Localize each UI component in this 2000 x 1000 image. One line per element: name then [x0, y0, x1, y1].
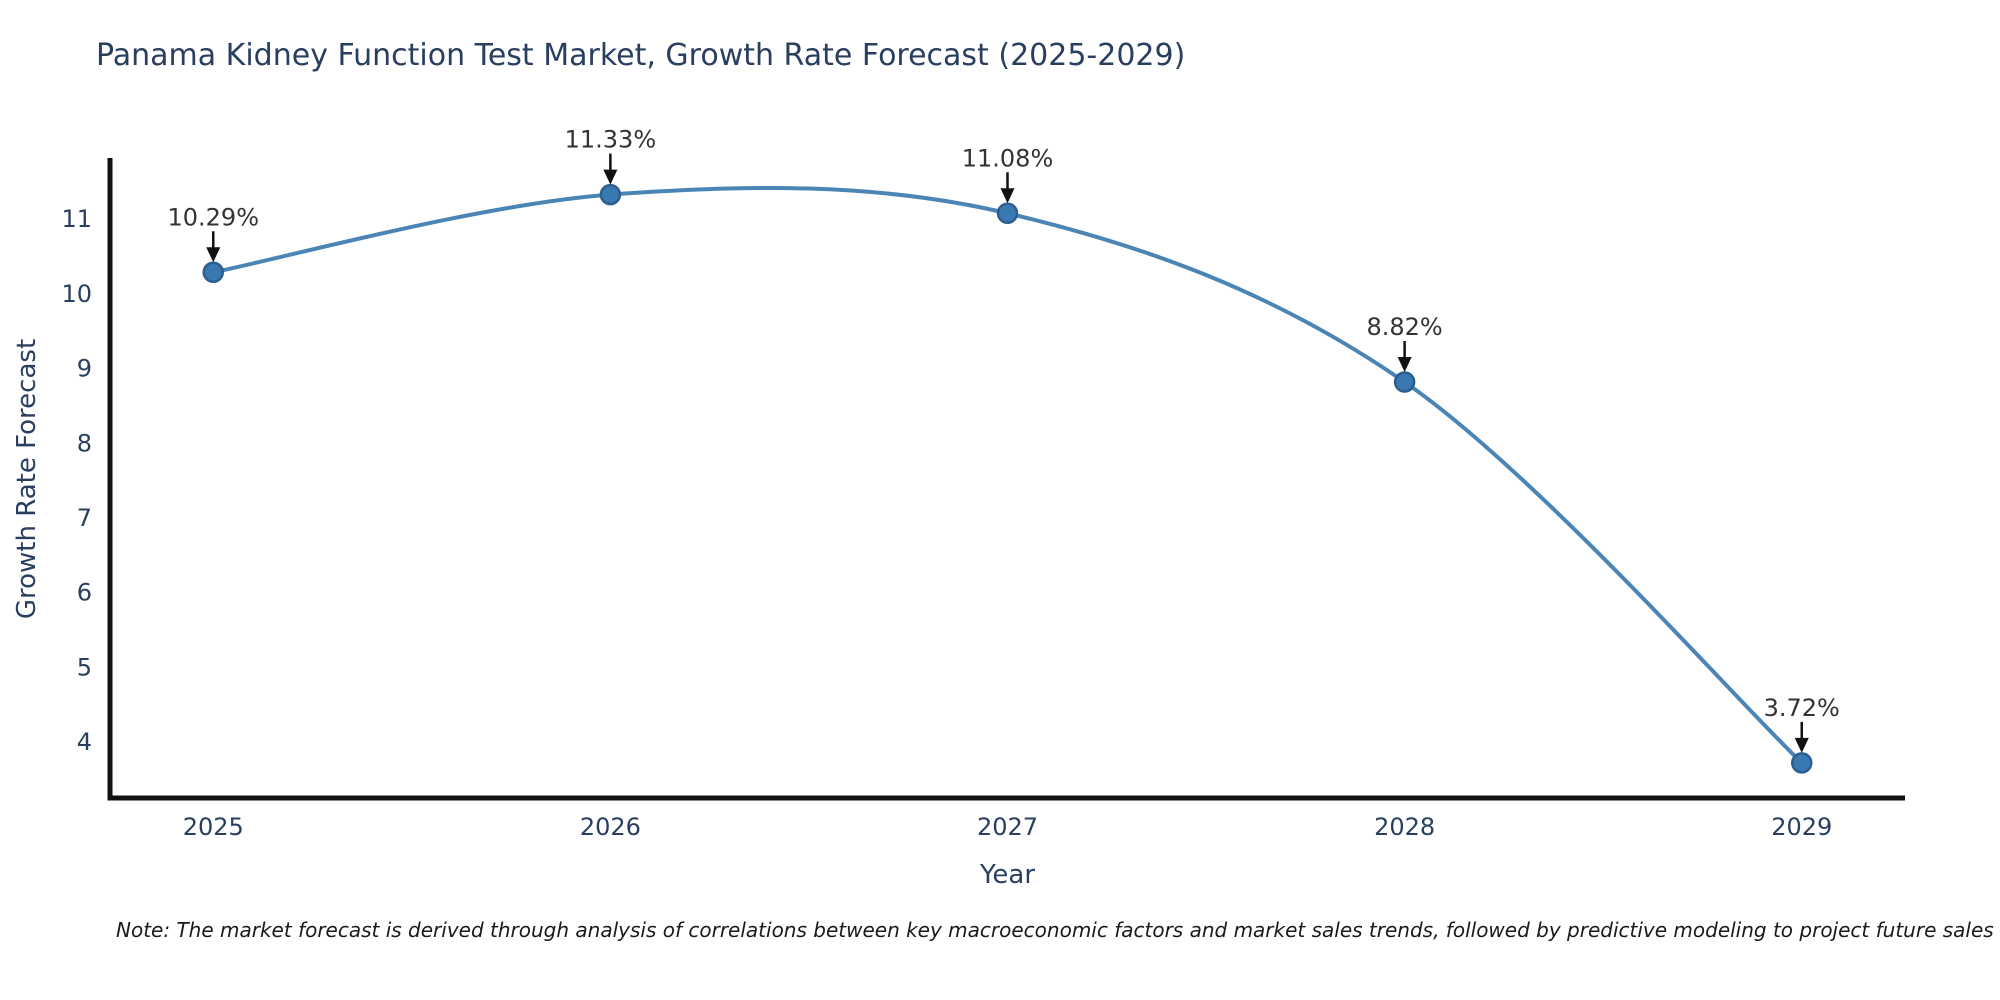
annotation-arrow-head: [1794, 737, 1809, 753]
chart-title: Panama Kidney Function Test Market, Grow…: [96, 38, 1186, 73]
annotation-label: 3.72%: [1764, 694, 1840, 722]
x-tick-label: 2025: [183, 813, 244, 841]
y-tick-label: 6: [77, 579, 92, 607]
data-point-2027[interactable]: [996, 202, 1019, 225]
data-point-2029[interactable]: [1790, 752, 1813, 774]
y-tick-label: 9: [77, 355, 92, 383]
annotation-label: 11.33%: [565, 126, 657, 154]
trace-line: [211, 185, 1804, 765]
annotation-label: 11.08%: [962, 144, 1054, 172]
y-tick-label: 11: [61, 205, 92, 233]
y-tick-label: 10: [61, 280, 92, 308]
y-tick-label: 7: [77, 504, 92, 532]
y-axis-title: Growth Rate Forecast: [12, 338, 42, 620]
data-point-2025[interactable]: [202, 261, 225, 284]
x-tick-label: 2028: [1374, 813, 1435, 841]
annotation-arrow-head: [1397, 357, 1412, 373]
annotation-label: 8.82%: [1366, 313, 1442, 341]
annotation-arrow-head: [1000, 188, 1015, 204]
data-point-2026[interactable]: [599, 183, 622, 206]
x-axis-title: Year: [979, 860, 1036, 890]
data-point-2028[interactable]: [1393, 371, 1416, 393]
annotation-arrow-head: [603, 169, 618, 185]
annotation-arrow-head: [206, 247, 221, 263]
y-tick-label: 8: [77, 429, 92, 457]
x-tick-label: 2029: [1771, 813, 1832, 841]
y-tick-label: 5: [77, 653, 92, 681]
y-tick-label: 4: [77, 728, 92, 756]
x-tick-label: 2026: [580, 813, 641, 841]
footnote: Note: The market forecast is derived thr…: [116, 918, 1994, 942]
axis-spines: [107, 158, 1905, 801]
annotation-label: 10.29%: [167, 203, 259, 231]
x-tick-label: 2027: [977, 813, 1038, 841]
